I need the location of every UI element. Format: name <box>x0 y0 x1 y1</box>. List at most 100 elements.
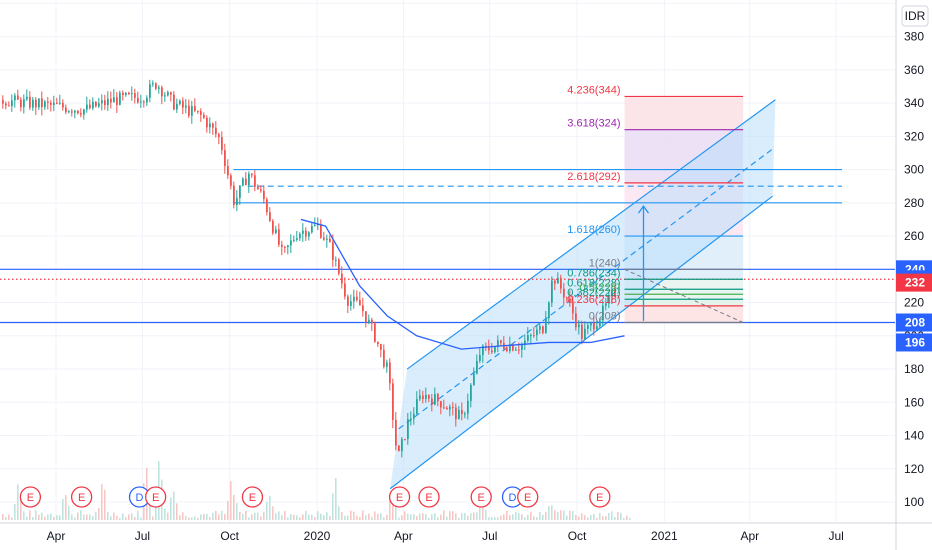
volume-bar <box>176 503 178 520</box>
volume-bar <box>239 511 241 520</box>
volume-bar <box>515 511 517 520</box>
volume-bar <box>209 517 211 520</box>
candle-body <box>254 175 256 187</box>
volume-bar <box>455 513 457 520</box>
candle-body <box>359 299 361 306</box>
candle-body <box>29 96 31 108</box>
candle-body <box>59 102 61 104</box>
volume-bar <box>377 513 379 520</box>
volume-bar <box>98 507 100 520</box>
candlesticks <box>2 79 616 458</box>
candle-body <box>455 407 457 420</box>
volume-bar <box>200 514 202 520</box>
volume-bar <box>233 494 235 520</box>
volume-bar <box>32 517 34 520</box>
candle-body <box>23 99 25 108</box>
volume-bar <box>341 512 343 520</box>
candle-body <box>392 383 394 420</box>
volume-bar <box>425 514 427 520</box>
candle-body <box>104 100 106 106</box>
earnings-marker <box>145 486 167 508</box>
candle-body <box>224 150 226 167</box>
candle-body <box>329 238 331 243</box>
volume-bar <box>401 515 403 520</box>
candle-body <box>77 110 79 114</box>
volume-bar <box>332 493 334 520</box>
volume-bar <box>227 500 229 520</box>
candle-body <box>356 296 358 300</box>
volume-bar <box>599 513 601 520</box>
earnings-marker <box>418 486 440 508</box>
candle-body <box>191 106 193 116</box>
candle-body <box>62 102 64 108</box>
volume-bar <box>20 497 22 520</box>
volume-bar <box>626 515 628 520</box>
candle-body <box>587 325 589 329</box>
candle-body <box>488 346 490 351</box>
volume-bar <box>206 513 208 520</box>
volume-bar <box>65 495 67 520</box>
volume-bar <box>410 514 412 520</box>
volume-bar <box>431 514 433 520</box>
candle-body <box>293 239 295 241</box>
volume-bar <box>422 513 424 520</box>
x-tick-label: Apr <box>47 529 66 543</box>
candle-body <box>83 109 85 115</box>
candle-body <box>464 413 466 415</box>
earnings-marker <box>517 486 539 508</box>
fib-level-label: 3.618(324) <box>567 118 620 130</box>
volume-bar <box>152 516 154 520</box>
candle-body <box>500 340 502 344</box>
candle-body <box>605 303 607 306</box>
volume-bars <box>2 461 631 520</box>
volume-bar <box>620 512 622 520</box>
volume-bar <box>197 517 199 520</box>
candle-body <box>164 95 166 97</box>
candle-body <box>599 320 601 327</box>
y-tick-label: 320 <box>904 129 924 143</box>
candle-body <box>212 123 214 128</box>
candle-body <box>284 246 286 248</box>
candle-body <box>485 345 487 347</box>
volume-bar <box>302 514 304 520</box>
candle-body <box>131 93 133 95</box>
candle-body <box>401 439 403 452</box>
candle-body <box>512 344 514 351</box>
volume-bar <box>560 510 562 520</box>
volume-bar <box>413 514 415 520</box>
candle-body <box>44 101 46 108</box>
volume-bar <box>446 516 448 520</box>
candle-body <box>50 102 52 105</box>
volume-bar <box>59 515 61 520</box>
volume-bar <box>503 514 505 520</box>
candle-body <box>416 399 418 414</box>
volume-bar <box>95 512 97 520</box>
volume-bar <box>542 514 544 520</box>
candle-body <box>113 97 115 103</box>
price-badge <box>896 313 932 332</box>
price-badge <box>896 273 932 292</box>
fib-level-label: 2.618(292) <box>567 171 620 183</box>
fib-zone <box>624 305 744 323</box>
candle-body <box>314 225 316 227</box>
volume-bar <box>452 511 454 520</box>
fib-level-label: 4.236(344) <box>567 84 620 96</box>
volume-bar <box>623 517 625 520</box>
volume-bar <box>287 517 289 520</box>
candle-body <box>305 230 307 237</box>
candle-body <box>140 101 142 103</box>
candle-body <box>155 83 157 89</box>
candle-body <box>446 407 448 410</box>
ma-line <box>300 218 625 350</box>
candle-body <box>344 283 346 297</box>
volume-bar <box>404 511 406 520</box>
volume-bar <box>53 516 55 520</box>
volume-bar <box>584 515 586 520</box>
volume-bar <box>578 516 580 520</box>
candle-body <box>149 84 151 98</box>
volume-bar <box>23 511 25 520</box>
fib-level-label: 0.618(228) <box>567 277 620 289</box>
candle-body <box>560 277 562 289</box>
